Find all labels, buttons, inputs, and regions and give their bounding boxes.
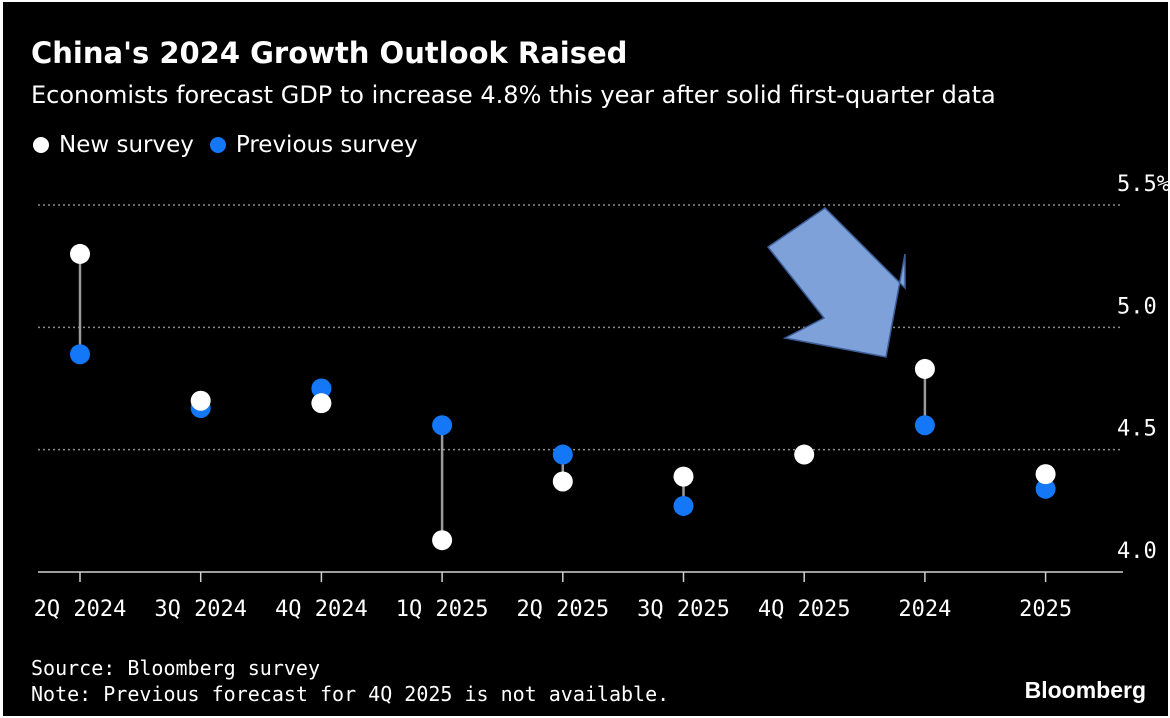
point-new-survey — [552, 471, 573, 492]
x-tick-label: 1Q 2025 — [396, 597, 489, 622]
source-text: Source: Bloomberg survey — [31, 656, 320, 680]
x-tick-label: 3Q 2025 — [637, 597, 730, 622]
point-previous-survey — [1035, 478, 1056, 499]
legend-dot-new-survey — [33, 137, 49, 153]
legend-item-new-survey: New survey — [33, 129, 194, 161]
chart-title: China's 2024 Growth Outlook Raised — [31, 36, 628, 70]
point-previous-survey — [673, 495, 694, 516]
chart-plot: 4.0 4.5 5.0 5.5% 2Q 2024 3Q 2024 4Q 2024 1Q 202… — [34, 172, 1170, 622]
point-new-survey — [794, 444, 815, 465]
y-tick-label: 4.5 — [1117, 417, 1157, 442]
point-new-survey — [673, 466, 694, 487]
legend: New survey Previous survey — [33, 129, 434, 161]
y-tick-label: 4.0 — [1117, 539, 1157, 564]
x-tick-label: 2Q 2024 — [34, 597, 127, 622]
annotation-arrow-icon — [766, 207, 906, 358]
y-tick-label: 5.0 — [1117, 294, 1157, 319]
legend-label-new-survey: New survey — [59, 132, 194, 158]
point-new-survey — [311, 393, 332, 414]
legend-item-previous-survey: Previous survey — [209, 129, 418, 161]
point-previous-survey — [311, 378, 332, 399]
point-new-survey — [432, 530, 453, 551]
x-tick-label: 2024 — [898, 597, 951, 622]
chart-subtitle: Economists forecast GDP to increase 4.8%… — [31, 81, 996, 109]
y-tick-label: 5.5% — [1117, 172, 1170, 197]
point-new-survey — [914, 358, 935, 379]
point-previous-survey — [70, 344, 90, 365]
point-new-survey — [1035, 464, 1056, 485]
x-tick-label: 2Q 2025 — [516, 597, 609, 622]
bloomberg-logo: Bloomberg — [1024, 677, 1146, 703]
x-tick-label: 4Q 2024 — [275, 597, 368, 622]
point-previous-survey — [432, 415, 453, 436]
point-previous-survey — [552, 444, 573, 465]
point-new-survey — [190, 390, 211, 411]
point-previous-survey — [914, 415, 935, 436]
point-new-survey — [70, 243, 90, 264]
x-tick-label: 4Q 2025 — [758, 597, 851, 622]
x-tick-label: 3Q 2024 — [154, 597, 247, 622]
x-tick-label: 2025 — [1019, 597, 1072, 622]
note-text: Note: Previous forecast for 4Q 2025 is n… — [31, 682, 670, 706]
legend-label-previous-survey: Previous survey — [235, 132, 418, 158]
legend-dot-previous-survey — [209, 137, 226, 153]
